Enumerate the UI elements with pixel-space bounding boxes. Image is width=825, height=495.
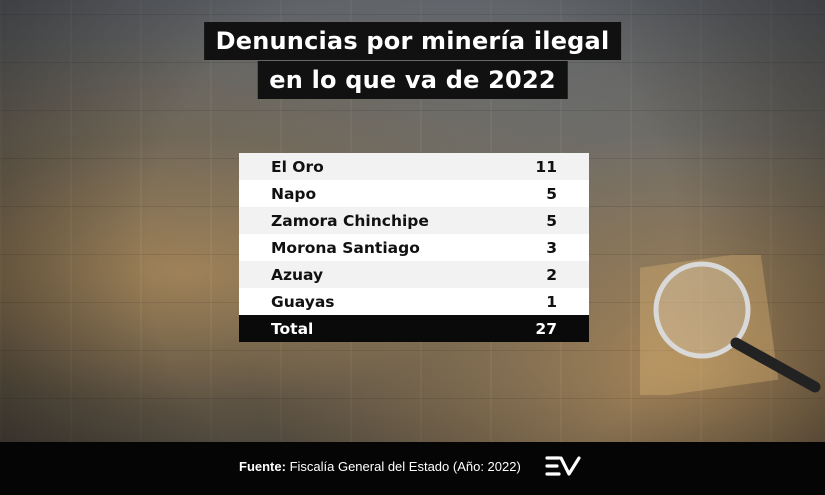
table-row: Morona Santiago 3 bbox=[239, 234, 589, 261]
source-label: Fuente: bbox=[239, 459, 286, 474]
chart-title-line-1: Denuncias por minería ilegal bbox=[203, 22, 622, 60]
table-row: Napo 5 bbox=[239, 180, 589, 207]
row-value: 11 bbox=[535, 157, 557, 176]
row-label: Azuay bbox=[271, 265, 324, 284]
total-label: Total bbox=[271, 319, 314, 338]
row-label: Zamora Chinchipe bbox=[271, 211, 429, 230]
source-text: Fiscalía General del Estado (Año: 2022) bbox=[285, 459, 521, 474]
total-value: 27 bbox=[535, 319, 557, 338]
ev-logo-icon bbox=[545, 456, 581, 476]
footer-bar: Fuente: Fiscalía General del Estado (Año… bbox=[0, 442, 825, 495]
row-label: El Oro bbox=[271, 157, 324, 176]
row-value: 1 bbox=[546, 292, 557, 311]
chart-title-line-2: en lo que va de 2022 bbox=[257, 61, 568, 99]
row-value: 5 bbox=[546, 184, 557, 203]
table-row: Zamora Chinchipe 5 bbox=[239, 207, 589, 234]
magnifying-glass-icon bbox=[640, 255, 821, 395]
row-value: 3 bbox=[546, 238, 557, 257]
row-label: Morona Santiago bbox=[271, 238, 420, 257]
complaints-table: El Oro 11 Napo 5 Zamora Chinchipe 5 Moro… bbox=[239, 153, 589, 342]
source-credit: Fuente: Fiscalía General del Estado (Año… bbox=[239, 459, 521, 474]
row-label: Guayas bbox=[271, 292, 335, 311]
table-row: El Oro 11 bbox=[239, 153, 589, 180]
table-row: Guayas 1 bbox=[239, 288, 589, 315]
row-label: Napo bbox=[271, 184, 317, 203]
table-total-row: Total 27 bbox=[239, 315, 589, 342]
row-value: 2 bbox=[546, 265, 557, 284]
row-value: 5 bbox=[546, 211, 557, 230]
table-row: Azuay 2 bbox=[239, 261, 589, 288]
